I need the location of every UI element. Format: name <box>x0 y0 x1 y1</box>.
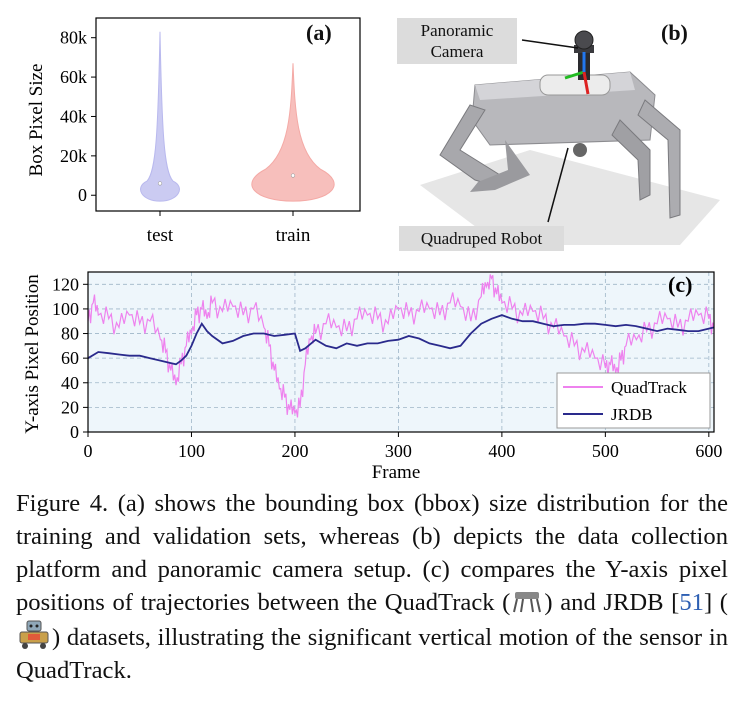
violin-y-axis-label: Box Pixel Size <box>26 64 47 177</box>
panel-c-label: (c) <box>668 272 692 297</box>
panel-b-label: (b) <box>661 20 688 45</box>
caption-part2: ) and JRDB [ <box>544 589 680 616</box>
line-xtick-label: 400 <box>488 441 515 461</box>
panel-a-label: (a) <box>306 20 332 45</box>
violin-ytick-label: 0 <box>78 185 87 205</box>
line-xtick-label: 0 <box>84 441 93 461</box>
violin-ytick-label: 20k <box>60 146 87 166</box>
line-ytick-label: 100 <box>52 299 79 319</box>
camera-label-line1: Panoramic <box>420 21 494 40</box>
line-chart-frame <box>87 271 715 433</box>
line-xtick-label: 200 <box>281 441 308 461</box>
series-line-quadtrack <box>87 274 715 418</box>
caption-part1: Figure 4. (a) shows the bounding box (bb… <box>16 490 728 616</box>
line-xtick-label: 500 <box>592 441 619 461</box>
legend-label-jrdb: JRDB <box>611 405 653 424</box>
camera-label-line2: Camera <box>430 42 484 61</box>
robot-photo <box>420 30 720 245</box>
violin-plot-frame <box>95 17 361 212</box>
line-ytick-label: 60 <box>61 348 79 368</box>
violin-train <box>251 63 335 202</box>
camera-leader-line <box>521 39 579 49</box>
line-xtick-label: 100 <box>178 441 205 461</box>
line-chart: 0 20 40 60 80 100 120 0 100 200 300 400 500 600 Frame… <box>22 271 722 483</box>
quadruped-icon <box>513 592 542 613</box>
line-ytick-label: 0 <box>70 422 79 442</box>
figure-caption: Figure 4. (a) shows the bounding box (bb… <box>16 487 728 687</box>
robot-body <box>439 30 681 219</box>
legend-label-quadtrack: QuadTrack <box>611 378 687 397</box>
line-legend: QuadTrack JRDB <box>556 372 711 429</box>
line-ytick-label: 40 <box>61 373 79 393</box>
violin-xtick-label-test: test <box>147 225 174 246</box>
violin-plot: 0 20k 40k 60k 80k test train Box Pixel Size <box>26 17 361 246</box>
robot-leader-line <box>547 147 569 223</box>
violin-ytick-label: 60k <box>60 67 87 87</box>
violin-ytick-label: 40k <box>60 106 87 126</box>
caption-part3: ] ( <box>703 589 728 616</box>
robot-label: Quadruped Robot <box>399 226 564 251</box>
line-xtick-label: 600 <box>695 441 722 461</box>
line-xtick-label: 300 <box>385 441 412 461</box>
line-ytick-label: 80 <box>61 324 79 344</box>
line-y-axis-label: Y-axis Pixel Position <box>22 274 43 434</box>
caption-part4: ) datasets, illustrating the significant… <box>16 624 728 684</box>
robot-trolley-icon <box>19 620 49 649</box>
line-ytick-label: 120 <box>52 274 79 294</box>
citation-link[interactable]: 51 <box>679 589 704 616</box>
violin-median-train <box>290 173 296 178</box>
violin-test <box>140 31 180 202</box>
camera-label: Panoramic Camera <box>397 18 517 64</box>
violin-median-test <box>157 181 163 186</box>
violin-ytick-label: 80k <box>60 28 87 48</box>
violin-xtick-label-train: train <box>276 225 311 246</box>
line-ytick-label: 20 <box>61 397 79 417</box>
series-line-jrdb <box>87 314 715 366</box>
line-x-axis-label: Frame <box>372 462 421 483</box>
